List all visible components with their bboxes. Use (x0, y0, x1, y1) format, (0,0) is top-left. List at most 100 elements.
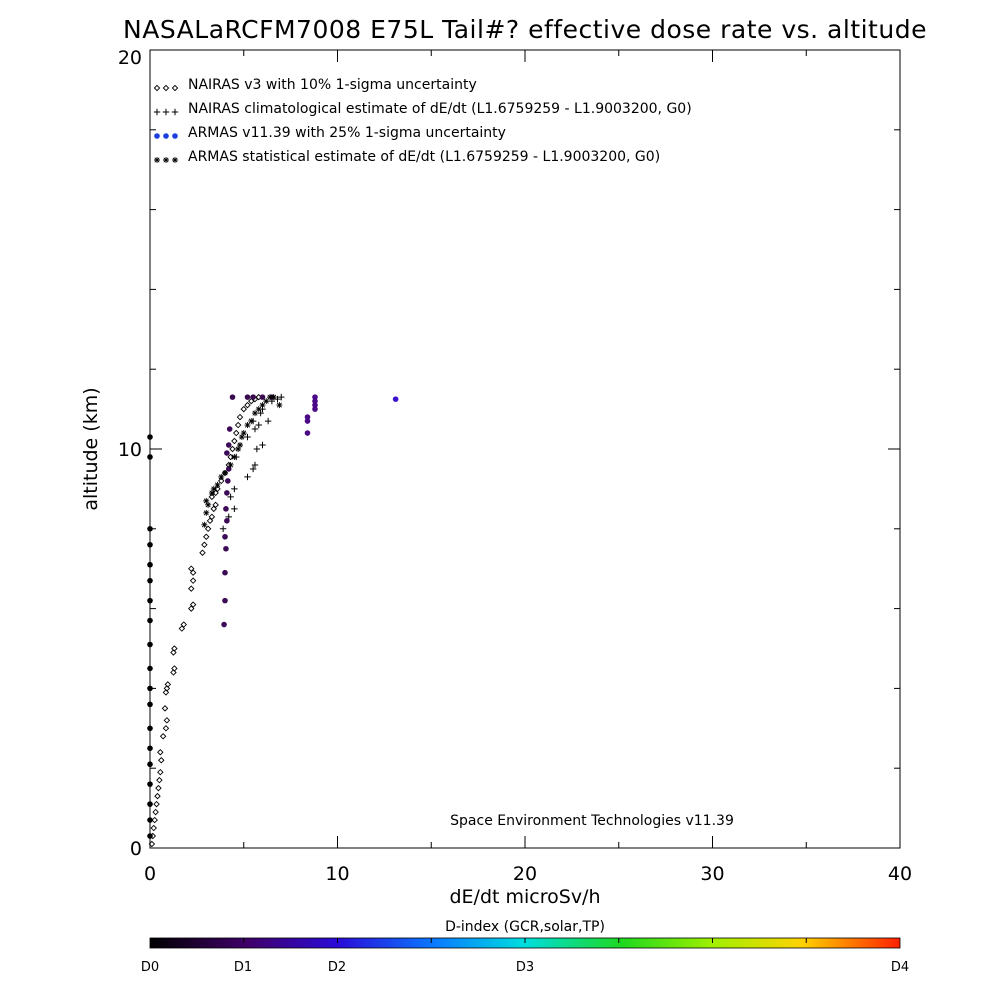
point-asterisk (259, 402, 266, 409)
point-diamond (236, 413, 244, 421)
point-plus (231, 485, 238, 493)
point-diamond (157, 768, 164, 776)
legend-label-2: ARMAS v11.39 with 25% 1-sigma uncertaint… (188, 125, 506, 141)
legend-marker-dot (172, 133, 178, 139)
x-tick-label-0: 0 (144, 863, 156, 885)
point-dot (147, 577, 153, 584)
legend-marker-diamond (153, 84, 161, 92)
point-asterisk (214, 481, 221, 488)
point-dot (312, 394, 318, 400)
point-diamond (188, 585, 195, 592)
point-diamond (231, 437, 238, 445)
point-asterisk (240, 430, 247, 437)
point-diamond (212, 489, 219, 497)
point-plus (255, 421, 262, 429)
colorbar-label-d1: D1 (234, 960, 252, 975)
point-dot (147, 434, 153, 440)
legend-label-0: NAIRAS v3 with 10% 1-sigma uncertainty (188, 77, 477, 93)
point-dot (244, 394, 251, 400)
point-dot (147, 817, 153, 823)
legend: NAIRAS v3 with 10% 1-sigma uncertainty NA… (153, 77, 692, 165)
legend-marker-plus (171, 108, 179, 116)
series-0 (148, 393, 262, 848)
point-diamond (171, 645, 178, 652)
point-diamond (188, 565, 195, 572)
axis-ticks (149, 49, 901, 849)
point-asterisk (210, 485, 217, 492)
chart-title: NASALaRCFM7008 E75L Tail#? effective dos… (123, 15, 927, 44)
point-dot (147, 745, 153, 752)
point-dot (223, 506, 229, 512)
point-dot (147, 526, 153, 532)
point-asterisk (222, 469, 228, 476)
legend-marker-plus (153, 108, 161, 116)
plot-frame (149, 49, 901, 849)
point-asterisk (231, 453, 238, 460)
point-diamond (164, 681, 172, 688)
annotation: Space Environment Technologies v11.39 (450, 813, 734, 829)
point-dot (147, 665, 153, 672)
point-diamond (214, 485, 221, 493)
point-diamond (208, 493, 216, 501)
colorbar-ticks (243, 938, 807, 943)
point-dot (147, 781, 153, 787)
point-asterisk (252, 410, 258, 417)
point-plus (259, 441, 266, 449)
point-plus (244, 473, 251, 481)
point-plus (251, 461, 259, 469)
point-diamond (180, 621, 187, 628)
y-axis-label: altitude (km) (80, 387, 102, 510)
point-dot (147, 454, 153, 460)
point-dot (147, 801, 153, 807)
point-dot (225, 466, 232, 472)
legend-marker-diamond (171, 84, 179, 92)
point-dot (226, 426, 233, 432)
colorbar-label-d2: D2 (328, 960, 346, 975)
point-plus (249, 465, 257, 473)
point-dot (225, 442, 232, 448)
point-diamond (188, 605, 195, 612)
point-diamond (163, 717, 171, 724)
colorbar-label-d4: D4 (891, 960, 909, 975)
point-diamond (154, 792, 161, 800)
legend-marker-plus (162, 108, 170, 116)
point-dot (304, 414, 311, 420)
legend-marker-dot (154, 133, 160, 139)
point-diamond (229, 445, 236, 453)
point-dot (224, 490, 230, 496)
point-dot (147, 761, 153, 768)
point-asterisk (235, 446, 242, 452)
point-dot (222, 533, 228, 540)
point-dot (147, 833, 153, 839)
point-diamond (233, 429, 240, 437)
point-diamond (189, 601, 197, 608)
point-asterisk (244, 422, 251, 429)
point-asterisk (208, 489, 215, 496)
point-dot (147, 685, 153, 692)
point-asterisk (201, 521, 208, 528)
point-dot (259, 394, 266, 400)
point-dot (225, 478, 231, 484)
point-diamond (153, 800, 160, 808)
point-dot (147, 725, 153, 732)
point-diamond (204, 525, 212, 533)
point-dot (147, 617, 153, 624)
point-dot (147, 597, 153, 604)
point-diamond (189, 569, 197, 576)
point-dot (304, 418, 311, 424)
legend-label-3: ARMAS statistical estimate of dE/dt (L1.… (188, 149, 660, 165)
point-dot (223, 545, 229, 552)
point-diamond (155, 784, 162, 792)
point-dot (222, 597, 228, 604)
point-asterisk (248, 418, 255, 425)
point-dot (224, 450, 230, 456)
point-diamond (201, 541, 208, 548)
point-asterisk (203, 509, 210, 516)
point-diamond (210, 505, 217, 513)
point-diamond (199, 549, 206, 556)
point-diamond (170, 669, 177, 676)
legend-marker-asterisk (163, 157, 169, 163)
point-dot (222, 569, 228, 576)
legend-marker-dot (163, 133, 169, 139)
